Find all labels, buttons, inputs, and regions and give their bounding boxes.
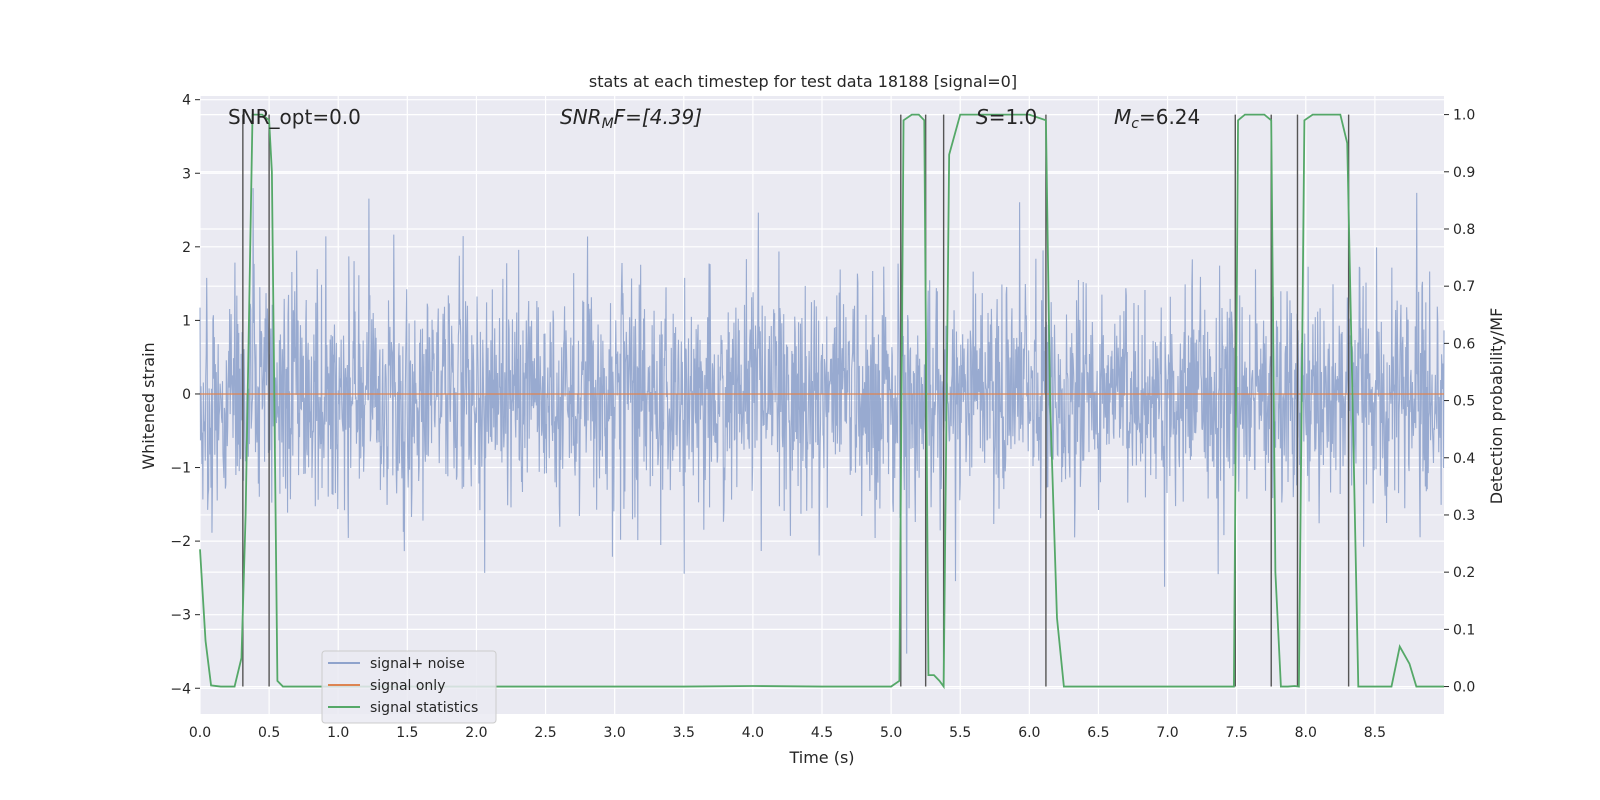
x-tick-label: 0.0 xyxy=(189,725,211,741)
x-axis-ticks: 0.0 0.5 1.0 1.5 2.0 2.5 3.0 3.5 4.0 4.5 5.0 5.5 6.0 6… xyxy=(189,725,1386,741)
snr-mf-base: SNR xyxy=(560,105,602,129)
right-y-tick-label: 0.3 xyxy=(1453,508,1475,524)
right-y-tick-label: 0.2 xyxy=(1453,565,1475,581)
right-y-tick-label: 0.4 xyxy=(1453,451,1475,467)
x-tick-label: 2.5 xyxy=(534,725,556,741)
left-y-tick-label: −4 xyxy=(170,681,191,697)
left-y-tick-label: 3 xyxy=(182,166,191,182)
x-axis-label: Time (s) xyxy=(788,748,854,767)
x-tick-label: 2.0 xyxy=(465,725,487,741)
legend-box xyxy=(321,650,497,724)
x-tick-label: 3.0 xyxy=(604,725,626,741)
x-tick-label: 1.5 xyxy=(396,725,418,741)
left-y-tick-label: −1 xyxy=(170,461,191,477)
mc-sub: c xyxy=(1131,116,1139,132)
right-y-tick-label: 0.5 xyxy=(1453,394,1475,410)
chart-title: stats at each timestep for test data 181… xyxy=(589,72,1017,91)
legend-label-noise: signal+ noise xyxy=(370,656,465,672)
right-y-tick-label: 0.9 xyxy=(1453,165,1475,181)
annotations: SNR_opt=0.0 SNRMF=[4.39] S=1.0 Mc=6.24 xyxy=(228,105,1200,132)
right-y-tick-label: 0.8 xyxy=(1453,222,1475,238)
x-tick-label: 4.5 xyxy=(811,725,833,741)
x-tick-label: 6.5 xyxy=(1087,725,1109,741)
x-tick-label: 4.0 xyxy=(742,725,764,741)
annotation-mc: Mc=6.24 xyxy=(1114,105,1200,132)
right-y-axis-label: Detection probability/MF xyxy=(1487,308,1506,505)
x-tick-label: 7.0 xyxy=(1156,725,1178,741)
legend-label-stat: signal statistics xyxy=(370,700,478,716)
x-tick-label: 0.5 xyxy=(258,725,280,741)
annotation-snr-opt: SNR_opt=0.0 xyxy=(228,105,361,129)
signal-statistics-line xyxy=(199,113,1444,690)
left-y-tick-label: 1 xyxy=(182,313,191,329)
left-y-tick-label: 4 xyxy=(182,93,191,109)
x-tick-label: 8.5 xyxy=(1364,725,1386,741)
right-y-tick-label: 0.1 xyxy=(1453,622,1475,638)
right-y-axis-ticks: 0.0 0.1 0.2 0.3 0.4 0.5 0.6 0.7 0.8 0.9 1.0 xyxy=(1444,108,1475,696)
signal-statistics-series xyxy=(199,113,1444,690)
s-base: S xyxy=(976,105,989,129)
right-y-tick-label: 0.6 xyxy=(1453,336,1475,352)
snr-mf-rest: F=[4.39] xyxy=(614,105,702,129)
annotation-s: S=1.0 xyxy=(976,105,1037,129)
right-y-tick-label: 0.7 xyxy=(1453,279,1475,295)
x-tick-label: 5.5 xyxy=(949,725,971,741)
s-rest: =1.0 xyxy=(989,105,1038,129)
snr-mf-sub: M xyxy=(602,116,614,132)
x-tick-label: 5.0 xyxy=(880,725,902,741)
x-tick-label: 3.5 xyxy=(673,725,695,741)
left-y-axis-label: Whitened strain xyxy=(139,342,158,469)
right-y-tick-label: 1.0 xyxy=(1453,108,1475,124)
annotation-snr-mf: SNRMF=[4.39] xyxy=(560,105,702,132)
left-y-tick-label: −2 xyxy=(170,534,191,550)
left-y-tick-label: 0 xyxy=(182,387,191,403)
legend-label-signal: signal only xyxy=(370,678,445,694)
left-y-tick-label: −3 xyxy=(170,608,191,624)
mc-rest: =6.24 xyxy=(1139,105,1200,129)
x-tick-label: 8.0 xyxy=(1295,725,1317,741)
legend: signal+ noise signal only signal statist… xyxy=(321,650,497,724)
x-tick-label: 1.0 xyxy=(327,725,349,741)
x-tick-label: 7.5 xyxy=(1226,725,1248,741)
right-y-tick-label: 0.0 xyxy=(1453,680,1475,696)
left-y-tick-label: 2 xyxy=(182,240,191,256)
mc-base: M xyxy=(1114,105,1131,129)
left-y-axis-ticks: −4 −3 −2 −1 0 1 2 3 4 xyxy=(170,93,200,697)
x-tick-label: 6.0 xyxy=(1018,725,1040,741)
